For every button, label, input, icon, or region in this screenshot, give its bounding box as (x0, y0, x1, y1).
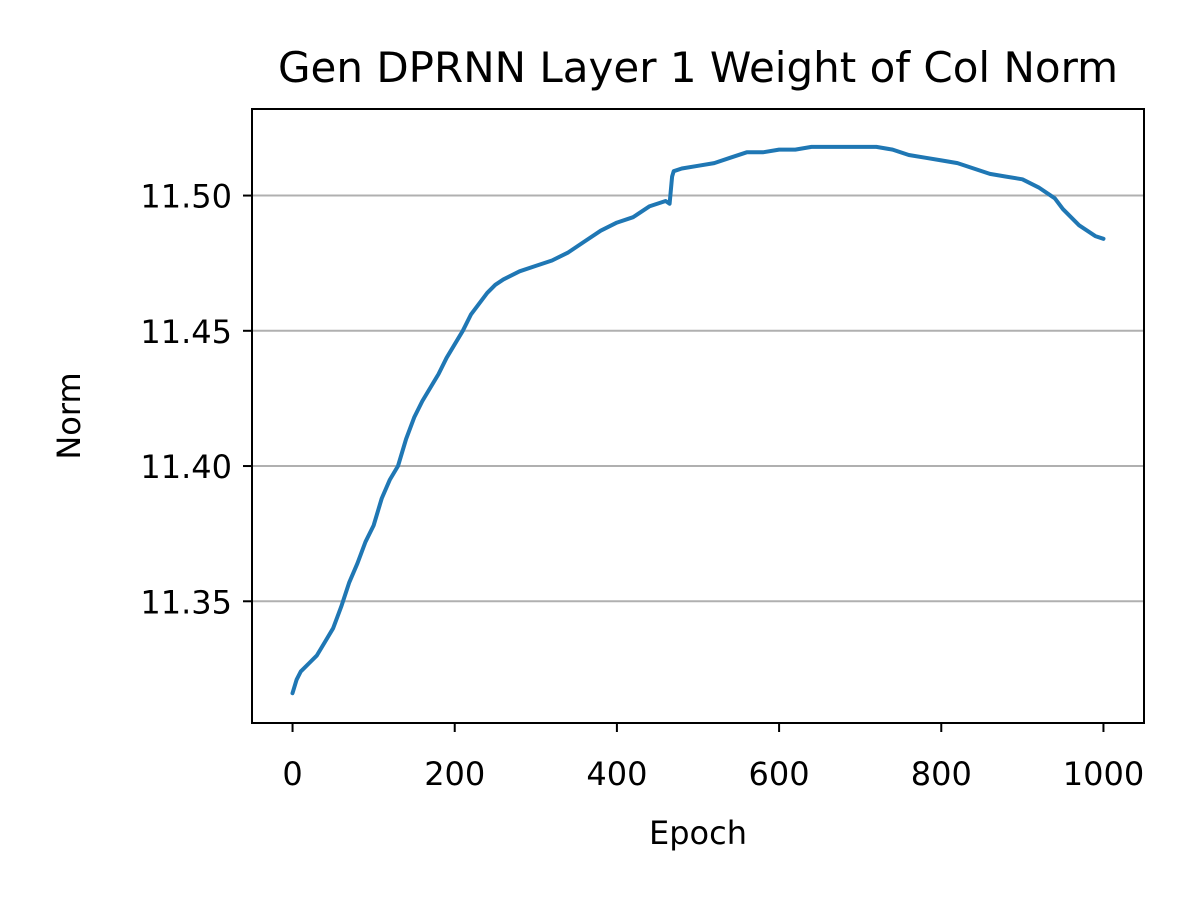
chart-title: Gen DPRNN Layer 1 Weight of Col Norm (278, 43, 1118, 92)
plot-frame (251, 108, 1145, 724)
x-axis: 0 200 400 600 800 1000 (282, 723, 1144, 793)
gridlines (252, 194, 1144, 603)
x-tick-label-1: 200 (424, 755, 485, 793)
x-tick-label-3: 600 (749, 755, 810, 793)
x-tick-label-5: 1000 (1063, 755, 1144, 793)
y-tick-label-0: 11.35 (140, 583, 232, 621)
y-axis-label: Norm (50, 372, 88, 459)
x-tick-label-4: 800 (911, 755, 972, 793)
x-axis-label: Epoch (649, 814, 747, 852)
y-tick-label-1: 11.40 (140, 448, 232, 486)
y-tick-label-2: 11.45 (140, 313, 232, 351)
series-line-0 (290, 144, 1106, 696)
x-tick-label-2: 400 (586, 755, 647, 793)
series-layer (290, 144, 1106, 696)
y-tick-label-3: 11.50 (140, 178, 232, 216)
y-axis: 11.35 11.40 11.45 11.50 (140, 178, 252, 621)
x-tick-label-0: 0 (282, 755, 302, 793)
